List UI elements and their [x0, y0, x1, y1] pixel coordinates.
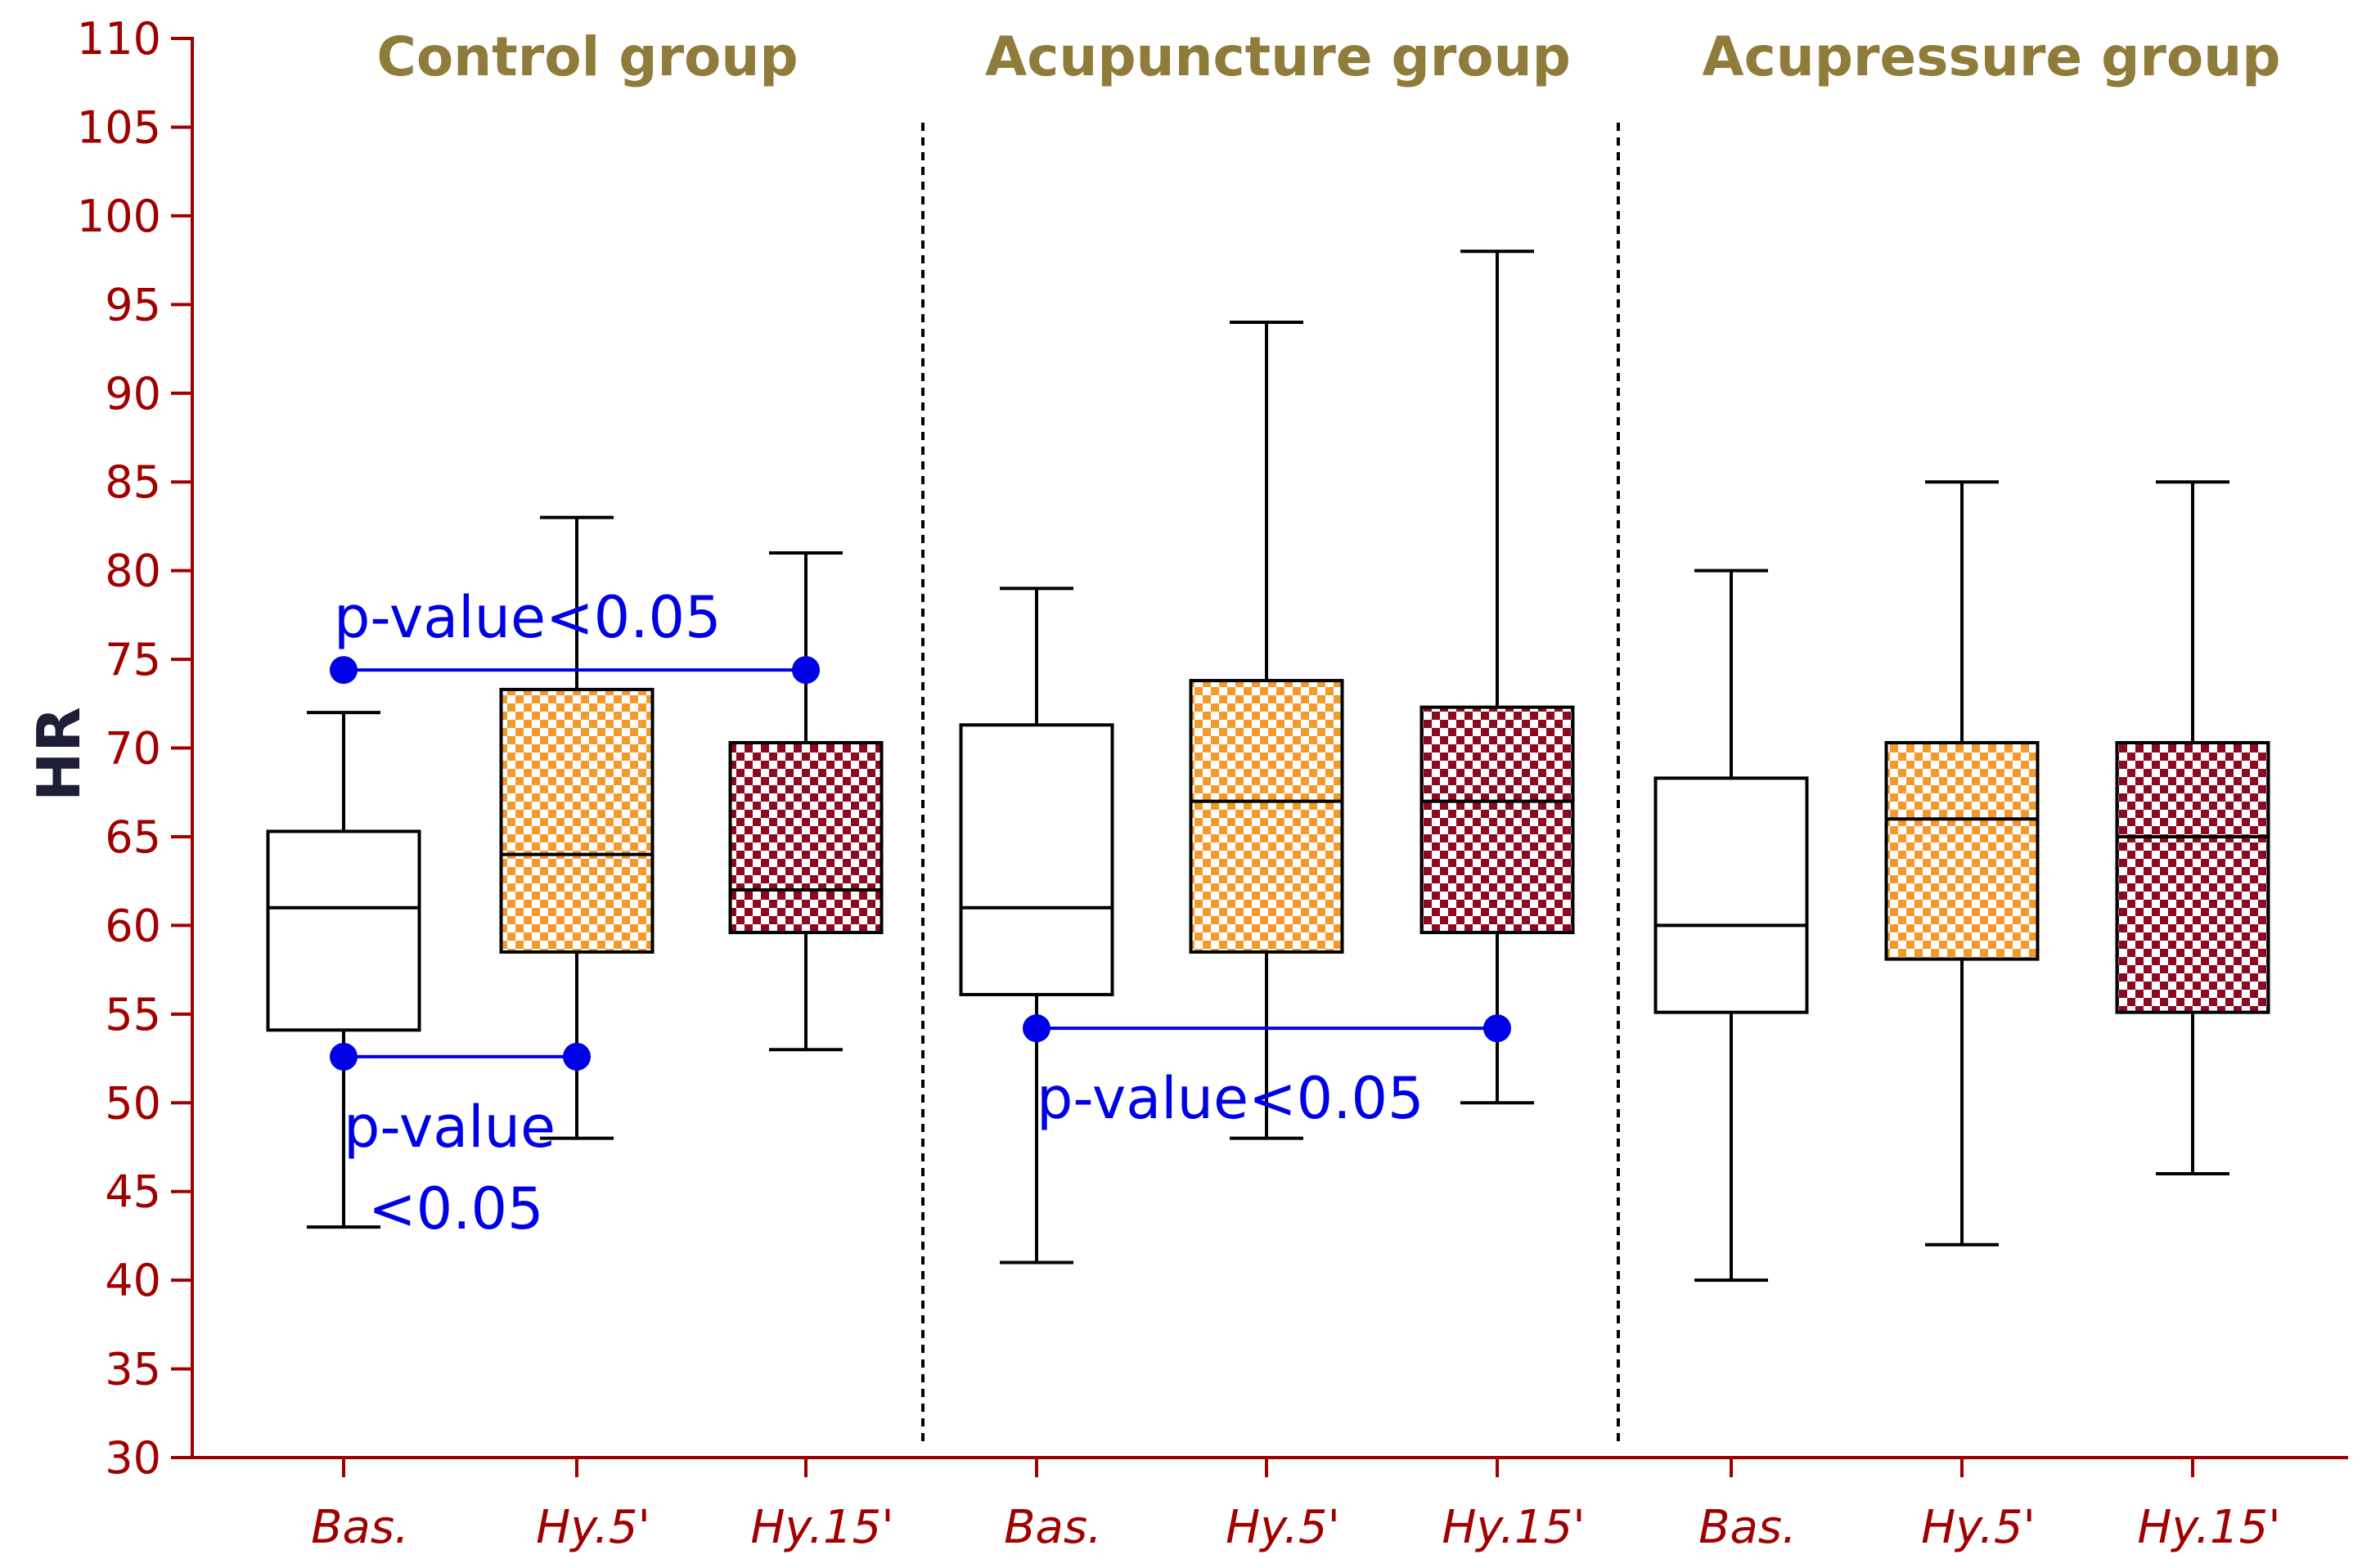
box-8: [1884, 480, 2040, 1247]
y-tick-label: 60: [105, 900, 161, 951]
y-tick-label: 40: [105, 1255, 161, 1306]
x-tick-label: Hy.5': [1226, 1501, 1340, 1554]
box-9: [2115, 480, 2270, 1175]
y-tick-label: 45: [105, 1166, 161, 1218]
box-7: [1653, 568, 1809, 1283]
x-tick-label: Bas.: [1004, 1501, 1102, 1554]
x-tick-label: Bas.: [311, 1501, 409, 1554]
iqr-box: [1189, 679, 1344, 954]
x-tick-label: Hy.5': [536, 1501, 650, 1554]
iqr-box: [2115, 740, 2270, 1014]
iqr-box: [1419, 705, 1575, 935]
x-tick-label: Hy.15': [2137, 1501, 2280, 1554]
box-1: [266, 711, 421, 1229]
box-4: [959, 586, 1114, 1265]
pvalue-annotation-1: p-value<0.05: [330, 584, 820, 685]
x-tick-label: Hy.5': [1921, 1501, 2036, 1554]
y-tick-label: 105: [77, 101, 161, 153]
pvalue-endpoint: [1023, 1014, 1051, 1043]
pvalue-text: p-value<0.05: [1037, 1065, 1424, 1132]
x-tick-label: Bas.: [1698, 1501, 1797, 1554]
iqr-box: [959, 723, 1114, 996]
y-tick-label: 95: [105, 279, 161, 330]
pvalue-endpoint: [792, 656, 820, 685]
group-title: Acupuncture group: [985, 25, 1571, 88]
y-tick-label: 80: [105, 546, 161, 597]
pvalue-endpoint: [1483, 1014, 1511, 1043]
y-tick-label: 35: [105, 1344, 161, 1395]
group-title: Control group: [376, 25, 798, 88]
box-5: [1189, 321, 1344, 1140]
pvalue-annotation-3: p-value<0.05: [1023, 1014, 1511, 1132]
y-tick-label: 110: [77, 13, 161, 65]
pvalue-endpoint: [330, 656, 358, 685]
y-tick-label: 65: [105, 811, 161, 863]
pvalue-endpoint: [330, 1042, 358, 1071]
iqr-box: [1884, 740, 2040, 961]
box-6: [1419, 249, 1575, 1105]
box-2: [499, 515, 655, 1140]
pvalue-endpoint: [563, 1042, 591, 1071]
y-tick-label: 85: [105, 456, 161, 508]
y-tick-label: 50: [105, 1077, 161, 1129]
iqr-box: [1653, 776, 1809, 1014]
y-tick-label: 55: [105, 989, 161, 1040]
y-tick-label: 70: [105, 723, 161, 775]
pvalue-text: p-value<0.05: [334, 584, 722, 651]
y-tick-label: 90: [105, 368, 161, 420]
iqr-box: [728, 740, 884, 935]
group-title: Acupressure group: [1703, 25, 2281, 88]
y-tick-label: 100: [77, 191, 161, 242]
x-tick-label: Hy.15': [1442, 1501, 1585, 1554]
pvalue-text: p-value: [344, 1094, 556, 1161]
pvalue-annotation-2: p-value <0.05: [330, 1042, 591, 1242]
iqr-box: [266, 829, 421, 1032]
pvalue-text: <0.05: [368, 1175, 544, 1242]
iqr-box: [499, 687, 655, 954]
y-tick-label: 75: [105, 634, 161, 685]
box-3: [728, 550, 884, 1052]
x-tick-label: Hy.15': [750, 1501, 893, 1554]
y-tick-label: 30: [105, 1432, 161, 1484]
y-axis-label: HR: [25, 707, 93, 802]
